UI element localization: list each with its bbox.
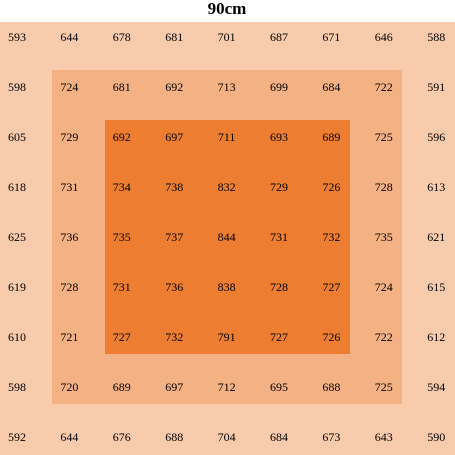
cell-value: 596 <box>427 130 445 144</box>
cell-value: 692 <box>113 130 131 144</box>
cell-value: 727 <box>270 330 288 344</box>
cell-value: 722 <box>375 330 393 344</box>
cell-value: 726 <box>322 180 340 194</box>
cell-value: 731 <box>113 280 131 294</box>
cell-value: 728 <box>60 280 78 294</box>
cell-value: 689 <box>322 130 340 144</box>
cell-value: 681 <box>165 30 183 44</box>
cell-value: 729 <box>60 130 78 144</box>
cell-value: 711 <box>218 130 236 144</box>
cell-value: 695 <box>270 380 288 394</box>
cell-value: 646 <box>375 30 393 44</box>
cell-value: 697 <box>165 380 183 394</box>
cell-value: 704 <box>218 430 236 444</box>
cell-value: 729 <box>270 180 288 194</box>
cell-value: 736 <box>165 280 183 294</box>
cell-value: 676 <box>113 430 131 444</box>
cell-value: 612 <box>427 330 445 344</box>
cell-value: 713 <box>218 80 236 94</box>
cell-value: 699 <box>270 80 288 94</box>
cell-value: 697 <box>165 130 183 144</box>
cell-value: 737 <box>165 230 183 244</box>
cell-value: 720 <box>60 380 78 394</box>
cell-value: 621 <box>427 230 445 244</box>
cell-value: 619 <box>8 280 26 294</box>
cell-value: 701 <box>218 30 236 44</box>
cell-value: 838 <box>218 280 236 294</box>
cell-value: 673 <box>322 430 340 444</box>
title: 90cm <box>208 0 247 18</box>
cell-value: 625 <box>8 230 26 244</box>
cell-value: 728 <box>375 180 393 194</box>
cell-value: 692 <box>165 80 183 94</box>
cell-value: 732 <box>322 230 340 244</box>
cell-value: 588 <box>427 30 445 44</box>
cell-value: 598 <box>8 380 26 394</box>
cell-value: 726 <box>322 330 340 344</box>
cell-value: 610 <box>8 330 26 344</box>
cell-value: 727 <box>322 280 340 294</box>
cell-value: 684 <box>270 430 288 444</box>
cell-value: 593 <box>8 30 26 44</box>
cell-value: 724 <box>375 280 393 294</box>
cell-value: 721 <box>60 330 78 344</box>
cell-value: 678 <box>113 30 131 44</box>
cell-value: 681 <box>113 80 131 94</box>
cell-value: 722 <box>375 80 393 94</box>
cell-value: 605 <box>8 130 26 144</box>
cell-value: 671 <box>322 30 340 44</box>
cell-value: 688 <box>165 430 183 444</box>
cell-value: 590 <box>427 430 445 444</box>
cell-value: 591 <box>427 80 445 94</box>
cell-value: 732 <box>165 330 183 344</box>
cell-value: 734 <box>113 180 131 194</box>
cell-value: 725 <box>375 130 393 144</box>
cell-value: 731 <box>60 180 78 194</box>
cell-value: 738 <box>165 180 183 194</box>
cell-value: 598 <box>8 80 26 94</box>
inner-zone <box>105 120 350 354</box>
cell-value: 618 <box>8 180 26 194</box>
cell-value: 736 <box>60 230 78 244</box>
cell-value: 728 <box>270 280 288 294</box>
cell-value: 643 <box>375 430 393 444</box>
cell-value: 684 <box>322 80 340 94</box>
cell-value: 594 <box>427 380 445 394</box>
cell-value: 791 <box>218 330 236 344</box>
cell-value: 592 <box>8 430 26 444</box>
cell-value: 688 <box>322 380 340 394</box>
cell-value: 735 <box>375 230 393 244</box>
cell-value: 844 <box>218 230 236 244</box>
cell-value: 689 <box>113 380 131 394</box>
cell-value: 693 <box>270 130 288 144</box>
cell-value: 731 <box>270 230 288 244</box>
cell-value: 644 <box>60 430 78 444</box>
cell-value: 832 <box>218 180 236 194</box>
cell-value: 615 <box>427 280 445 294</box>
cell-value: 727 <box>113 330 131 344</box>
cell-value: 712 <box>218 380 236 394</box>
cell-value: 687 <box>270 30 288 44</box>
cell-value: 725 <box>375 380 393 394</box>
cell-value: 613 <box>427 180 445 194</box>
cell-value: 735 <box>113 230 131 244</box>
cell-value: 644 <box>60 30 78 44</box>
cell-value: 724 <box>60 80 78 94</box>
